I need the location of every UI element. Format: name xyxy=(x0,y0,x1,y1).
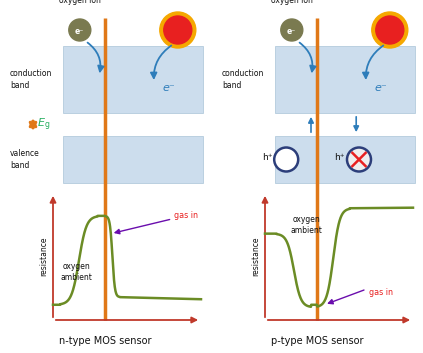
Text: e⁻: e⁻ xyxy=(286,26,295,36)
Text: conduction
band: conduction band xyxy=(222,70,264,90)
Text: h⁺: h⁺ xyxy=(335,153,345,162)
Text: valence
band: valence band xyxy=(10,149,40,169)
Text: e⁻: e⁻ xyxy=(74,26,83,36)
Text: oxygen
ambient: oxygen ambient xyxy=(291,215,322,235)
Text: h⁺: h⁺ xyxy=(262,153,272,162)
Text: resistance: resistance xyxy=(39,237,49,276)
Text: resistance: resistance xyxy=(252,237,261,276)
Circle shape xyxy=(164,16,192,44)
Circle shape xyxy=(274,148,298,172)
Text: $E_{\rm g}$: $E_{\rm g}$ xyxy=(37,116,50,133)
Circle shape xyxy=(281,19,303,41)
Bar xyxy=(275,136,415,183)
Circle shape xyxy=(372,12,408,48)
Circle shape xyxy=(347,148,371,172)
Text: conduction
band: conduction band xyxy=(10,70,52,90)
Text: gas in: gas in xyxy=(368,288,393,297)
Text: oxygen
ambient: oxygen ambient xyxy=(61,262,93,282)
Text: adsorbed
oxygen ion: adsorbed oxygen ion xyxy=(271,0,313,5)
Text: gas in: gas in xyxy=(174,211,198,220)
Text: n-type MOS sensor: n-type MOS sensor xyxy=(59,336,152,346)
Bar xyxy=(63,136,203,183)
Text: e⁻: e⁻ xyxy=(374,83,387,93)
Circle shape xyxy=(160,12,196,48)
Bar xyxy=(275,46,415,113)
Circle shape xyxy=(376,16,404,44)
Circle shape xyxy=(69,19,91,41)
Text: p-type MOS sensor: p-type MOS sensor xyxy=(271,336,364,346)
Text: adsorbed
oxygen ion: adsorbed oxygen ion xyxy=(59,0,101,5)
Bar xyxy=(63,46,203,113)
Text: e⁻: e⁻ xyxy=(162,83,175,93)
